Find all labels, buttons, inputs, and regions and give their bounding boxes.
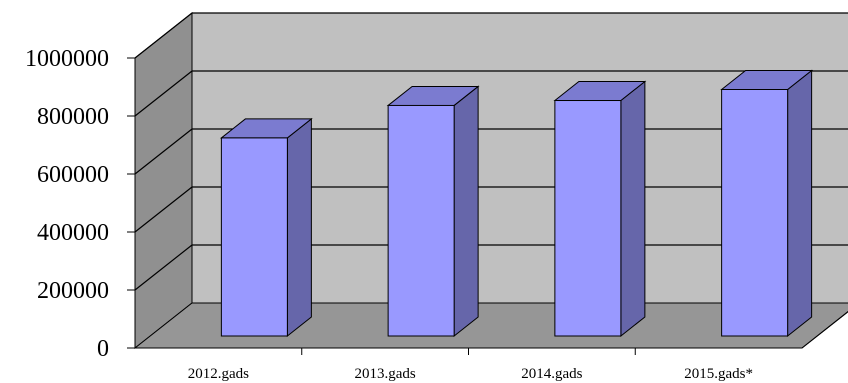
bars	[219, 69, 814, 338]
y-tick-label: 0	[97, 336, 109, 362]
x-tick-label: 2012.gads	[188, 366, 249, 382]
y-tick-label: 1000000	[25, 46, 109, 72]
gridline	[134, 12, 848, 59]
bar-front	[220, 137, 288, 337]
bar-side	[286, 117, 312, 338]
x-tick-label: 2014.gads	[521, 366, 582, 382]
bar-front	[721, 89, 789, 337]
bar-2013.gads	[386, 85, 480, 338]
bar-side	[787, 69, 813, 338]
x-tick-label: 2013.gads	[355, 366, 416, 382]
x-tick-label: 2015.gads*	[684, 366, 753, 382]
floor-edge	[801, 311, 848, 349]
bar-side	[453, 85, 479, 338]
y-tick-label: 600000	[37, 162, 109, 188]
y-axis: 0 200000 400000 600000 800000 1000000	[25, 46, 136, 362]
gridline	[134, 70, 848, 117]
x-axis: 2012.gads 2013.gads 2014.gads 2015.gads*	[135, 311, 848, 382]
bar-2012.gads	[219, 117, 313, 338]
y-tick-label: 200000	[37, 278, 109, 304]
chart-walls	[133, 11, 848, 350]
side-wall	[134, 11, 193, 350]
bar-front	[554, 100, 622, 337]
y-tick-label: 800000	[37, 104, 109, 130]
bar-2014.gads	[553, 80, 647, 338]
bar-side	[620, 80, 646, 338]
bar-2015.gads*	[720, 69, 814, 338]
bar-front	[387, 104, 455, 337]
y-tick-label: 400000	[37, 220, 109, 246]
